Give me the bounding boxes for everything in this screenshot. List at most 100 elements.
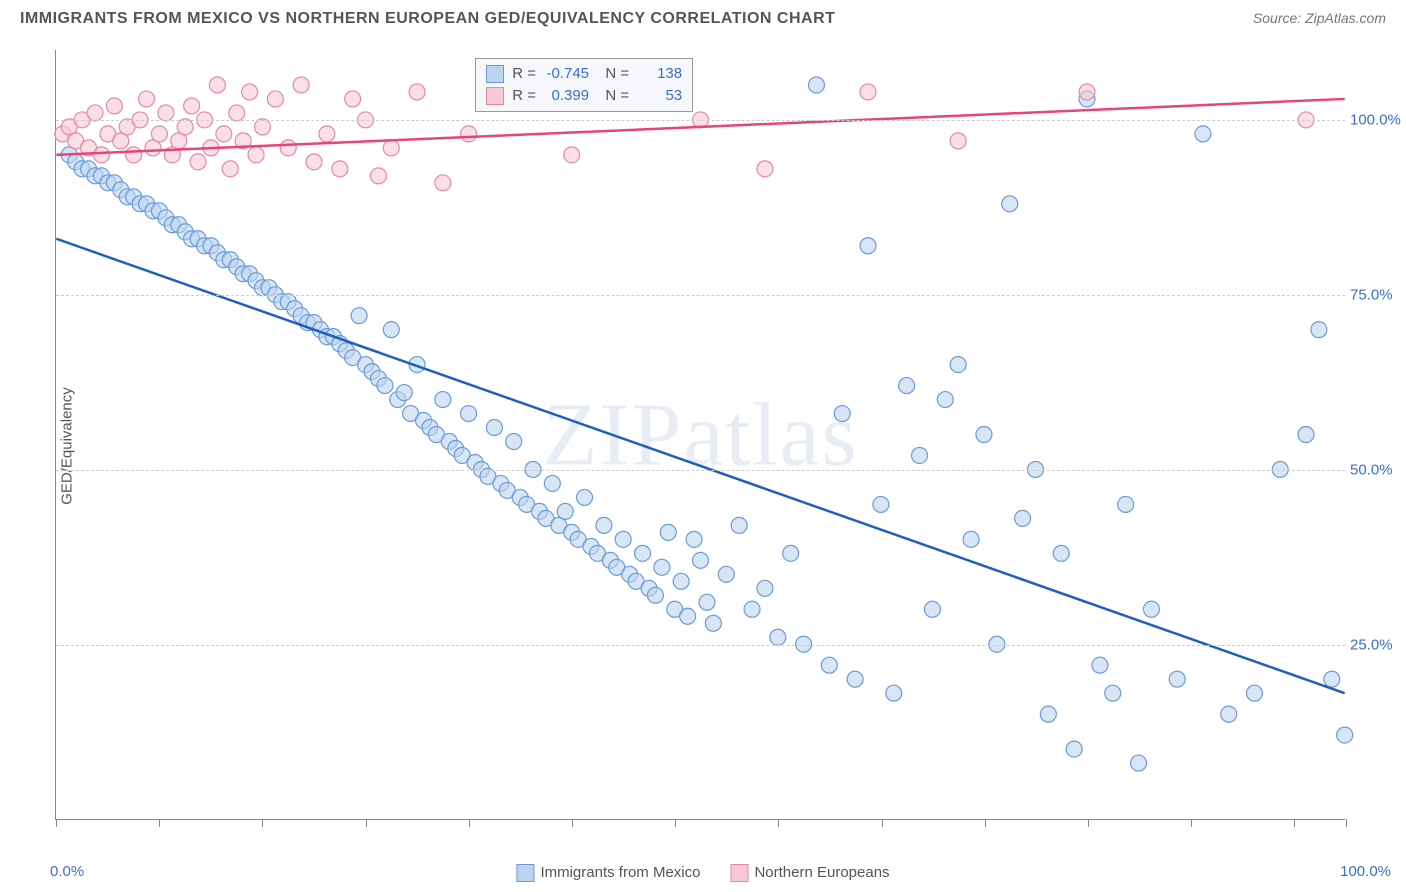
data-point <box>1311 322 1327 338</box>
data-point <box>808 77 824 93</box>
data-point <box>821 657 837 673</box>
data-point <box>1079 84 1095 100</box>
legend-swatch <box>486 65 504 83</box>
stats-r-value: 0.399 <box>544 85 589 107</box>
data-point <box>647 587 663 603</box>
data-point <box>757 580 773 596</box>
data-point <box>435 392 451 408</box>
legend-item: Immigrants from Mexico <box>516 864 700 882</box>
data-point <box>899 378 915 394</box>
trend-line <box>56 99 1344 155</box>
data-point <box>461 406 477 422</box>
x-tick <box>572 819 573 827</box>
data-point <box>345 91 361 107</box>
data-point <box>564 147 580 163</box>
x-tick <box>1088 819 1089 827</box>
data-point <box>557 503 573 519</box>
stats-r-label: R = <box>512 63 536 85</box>
x-tick <box>1346 819 1347 827</box>
data-point <box>396 385 412 401</box>
data-point <box>267 91 283 107</box>
data-point <box>1337 727 1353 743</box>
page-title: IMMIGRANTS FROM MEXICO VS NORTHERN EUROP… <box>20 10 835 27</box>
data-point <box>177 119 193 135</box>
x-tick <box>985 819 986 827</box>
data-point <box>1298 427 1314 443</box>
data-point <box>1195 126 1211 142</box>
data-point <box>280 140 296 156</box>
stats-row: R =0.399 N =53 <box>486 85 682 107</box>
data-point <box>950 357 966 373</box>
data-point <box>950 133 966 149</box>
data-point <box>1092 657 1108 673</box>
data-point <box>924 601 940 617</box>
chart-legend: Immigrants from Mexico Northern Europeans <box>516 864 889 882</box>
data-point <box>660 524 676 540</box>
data-point <box>1015 510 1031 526</box>
data-point <box>248 147 264 163</box>
data-point <box>757 161 773 177</box>
data-point <box>1221 706 1237 722</box>
data-point <box>699 594 715 610</box>
data-point <box>963 531 979 547</box>
stats-r-value: -0.745 <box>544 63 589 85</box>
data-point <box>151 126 167 142</box>
data-point <box>383 322 399 338</box>
data-point <box>834 406 850 422</box>
data-point <box>731 517 747 533</box>
x-tick <box>1191 819 1192 827</box>
data-point <box>1105 685 1121 701</box>
data-point <box>544 475 560 491</box>
data-point <box>1040 706 1056 722</box>
scatter-chart-svg <box>56 50 1345 819</box>
data-point <box>435 175 451 191</box>
data-point <box>306 154 322 170</box>
x-axis-min-label: 0.0% <box>50 863 84 880</box>
data-point <box>332 161 348 177</box>
data-point <box>229 105 245 121</box>
data-point <box>1118 496 1134 512</box>
data-point <box>1131 755 1147 771</box>
stats-row: R =-0.745 N =138 <box>486 63 682 85</box>
data-point <box>937 392 953 408</box>
data-point <box>873 496 889 512</box>
data-point <box>654 559 670 575</box>
x-tick <box>1294 819 1295 827</box>
data-point <box>744 601 760 617</box>
data-point <box>783 545 799 561</box>
data-point <box>1246 685 1262 701</box>
data-point <box>319 126 335 142</box>
x-tick <box>56 819 57 827</box>
data-point <box>461 126 477 142</box>
y-tick-label: 100.0% <box>1350 112 1405 129</box>
data-point <box>860 238 876 254</box>
x-axis-max-label: 100.0% <box>1340 863 1391 880</box>
data-point <box>680 608 696 624</box>
data-point <box>1066 741 1082 757</box>
stats-r-label: R = <box>512 85 536 107</box>
chart-plot-area: ZIPatlas R =-0.745 N =138R =0.399 N =53 … <box>55 50 1345 820</box>
data-point <box>693 552 709 568</box>
legend-swatch <box>730 864 748 882</box>
x-tick <box>159 819 160 827</box>
data-point <box>615 531 631 547</box>
gridline-h <box>56 470 1345 471</box>
data-point <box>377 378 393 394</box>
data-point <box>254 119 270 135</box>
data-point <box>139 91 155 107</box>
legend-label: Northern Europeans <box>754 864 889 881</box>
data-point <box>596 517 612 533</box>
x-tick <box>675 819 676 827</box>
data-point <box>577 489 593 505</box>
x-tick <box>469 819 470 827</box>
data-point <box>209 77 225 93</box>
x-tick <box>882 819 883 827</box>
data-point <box>1324 671 1340 687</box>
data-point <box>351 308 367 324</box>
data-point <box>93 147 109 163</box>
gridline-h <box>56 295 1345 296</box>
data-point <box>635 545 651 561</box>
data-point <box>242 84 258 100</box>
data-point <box>718 566 734 582</box>
data-point <box>383 140 399 156</box>
